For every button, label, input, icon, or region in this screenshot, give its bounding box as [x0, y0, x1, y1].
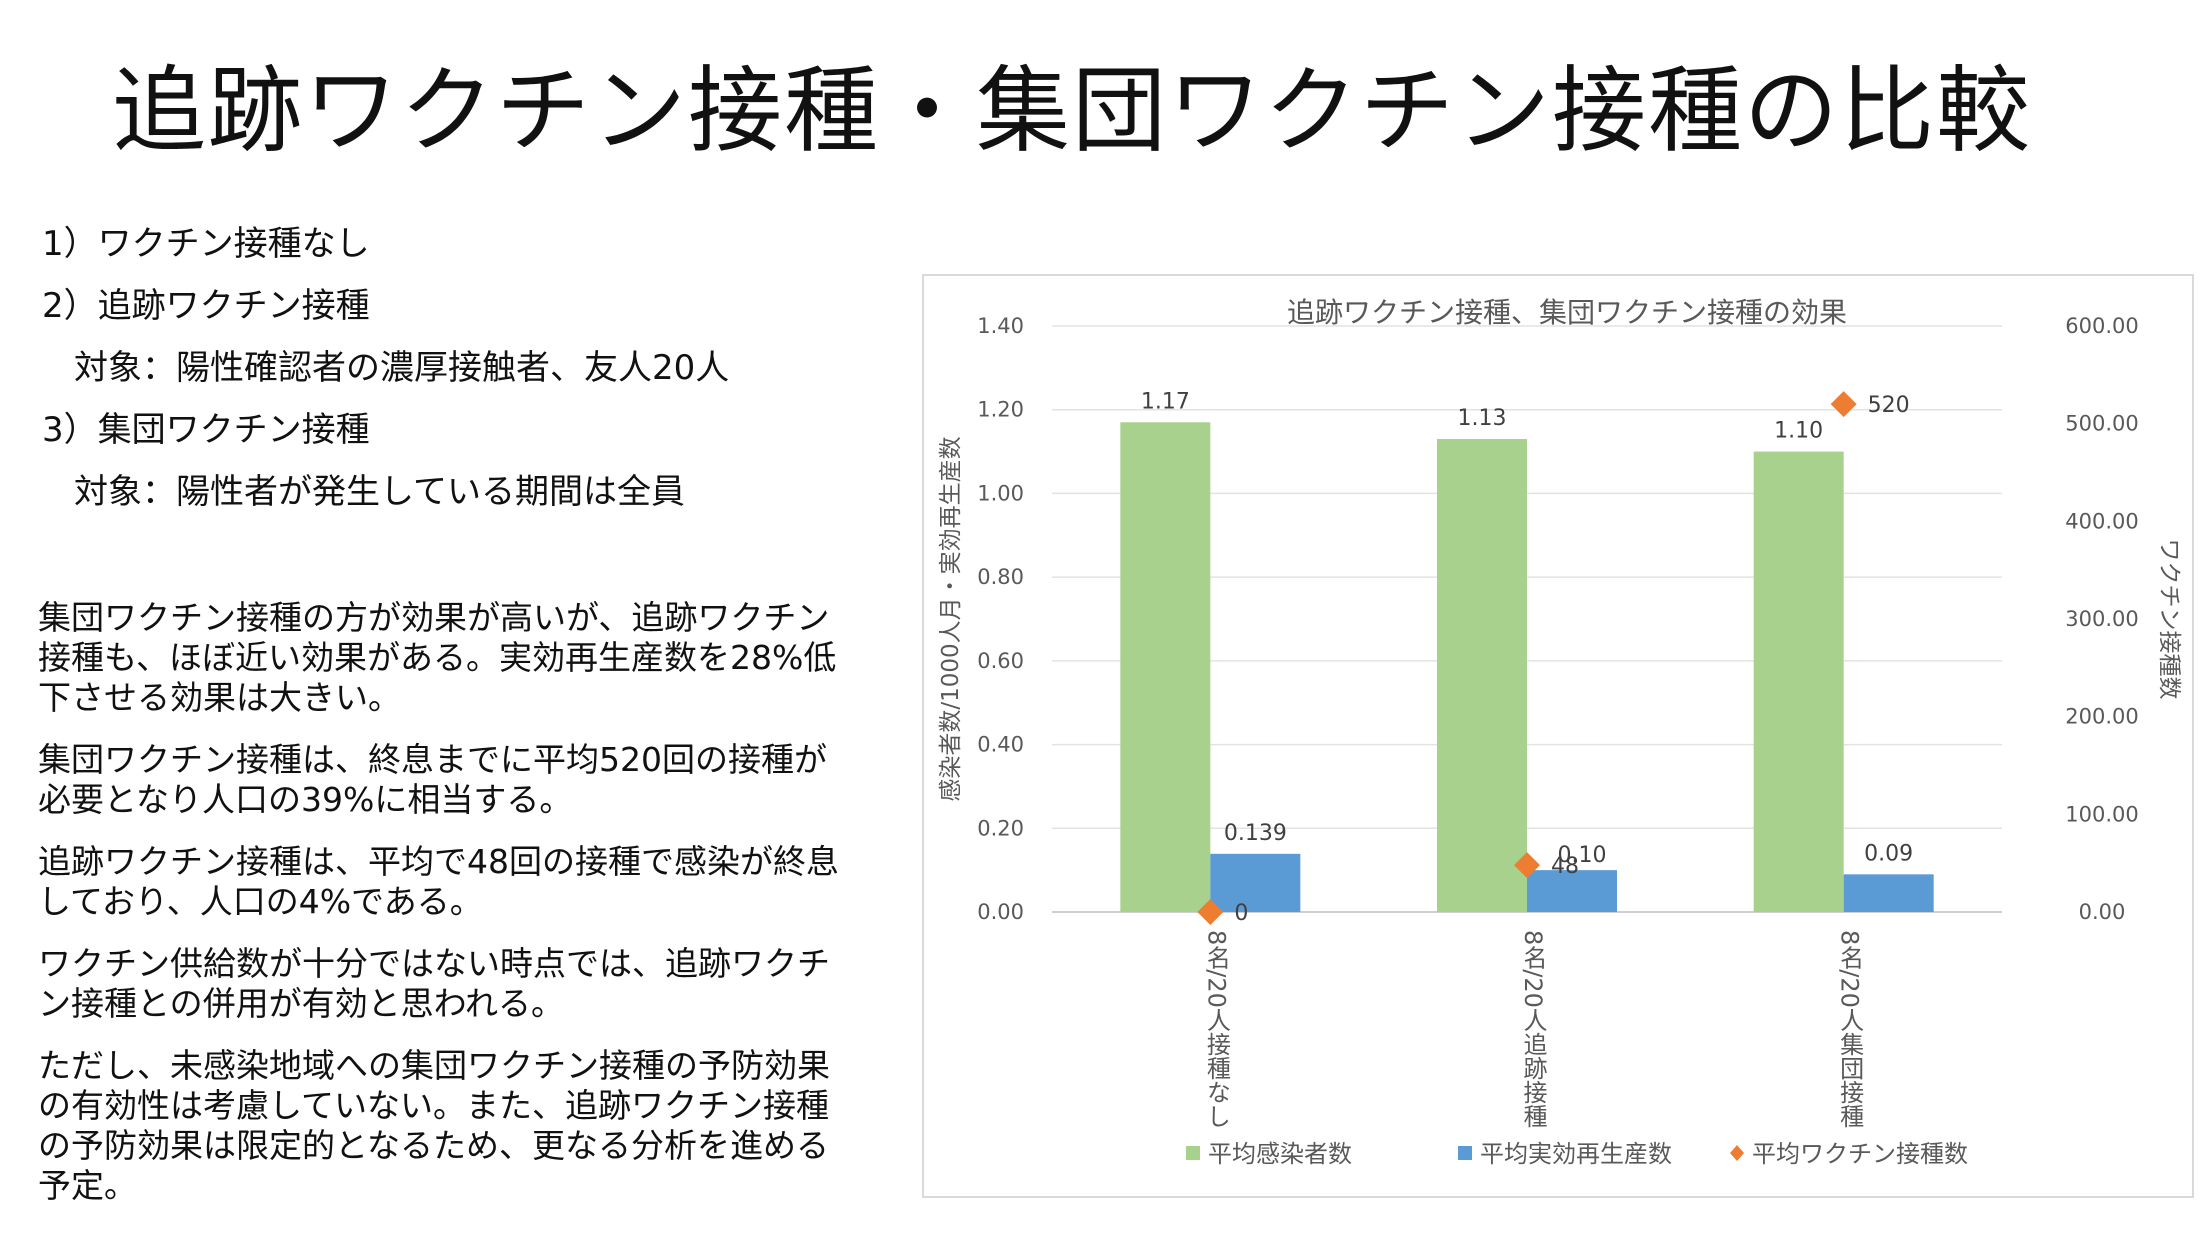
bar-reproduction: [1527, 870, 1617, 912]
y-tick-label: 0.20: [977, 816, 1024, 840]
category-label: 8名/20人追跡接種: [1519, 930, 1547, 1128]
bar-infections: [1120, 422, 1211, 912]
marker-vaccinations: [1830, 391, 1857, 418]
legend-label: 平均ワクチン接種数: [1752, 1140, 1968, 1168]
slide-title: 追跡ワクチン接種・集団ワクチン接種の比較: [112, 57, 2033, 166]
marker-data-label: 0: [1234, 901, 1248, 926]
bar-infections: [1437, 439, 1527, 912]
bar-reproduction: [1843, 874, 1934, 912]
legend-label: 平均実効再生産数: [1480, 1140, 1672, 1168]
bar-reproduction: [1210, 853, 1301, 912]
bar-data-label: 0.09: [1864, 841, 1913, 866]
chart-svg: 追跡ワクチン接種、集団ワクチン接種の効果 0.00 0.20 0.40 0.60 0.80…: [938, 296, 2182, 1168]
y2-tick-label: 200.00: [2065, 705, 2138, 729]
legend-swatch: [1186, 1146, 1200, 1160]
y2-axis-title: ワクチン接種数: [2156, 539, 2182, 700]
y-tick-label: 1.40: [977, 314, 1024, 338]
marker-vaccinations: [1197, 899, 1224, 925]
bar-data-label: 1.13: [1458, 406, 1507, 431]
note-5: ただし、未感染地域への集団ワクチン接種の予防効果の有効性は考慮していない。また、…: [38, 1046, 830, 1205]
bar-infections: [1753, 451, 1844, 912]
y2-tick-label: 600.00: [2065, 314, 2138, 338]
y-tick-label: 1.20: [977, 398, 1024, 422]
bar-data-label: 0.10: [1558, 843, 1607, 868]
y-tick-label: 0.40: [977, 733, 1024, 757]
chart-container: 追跡ワクチン接種、集団ワクチン接種の効果 0.00 0.20 0.40 0.60 0.80…: [922, 274, 2194, 1198]
note-3: 追跡ワクチン接種は、平均で48回の接種で感染が終息しており、人口の4%である。: [38, 842, 839, 921]
legend-swatch: [1730, 1145, 1744, 1161]
marker-vaccinations: [1514, 852, 1540, 879]
chart-title: 追跡ワクチン接種、集団ワクチン接種の効果: [1287, 296, 1847, 329]
y-tick-label: 0.80: [977, 565, 1024, 589]
note-4: ワクチン供給数が十分ではない時点では、追跡ワクチン接種との併用が有効と思われる。: [38, 944, 830, 1023]
marker-data-label: 48: [1551, 854, 1579, 879]
category-label: 8名/20人接種なし: [1202, 930, 1230, 1128]
legend-swatch: [1458, 1146, 1472, 1160]
bar-data-label: 1.10: [1774, 419, 1823, 444]
y2-tick-label: 100.00: [2065, 802, 2138, 826]
legend-label: 平均感染者数: [1208, 1140, 1352, 1168]
condition-2-target: 対象：陽性確認者の濃厚接触者、友人20人: [74, 348, 730, 388]
bar-data-label: 1.17: [1141, 389, 1190, 414]
y-axis-title: 感染者数/1000人月・実効再生産数: [938, 436, 964, 801]
marker-data-label: 520: [1868, 393, 1910, 418]
condition-3-target: 対象：陽性者が発生している期間は全員: [74, 472, 685, 512]
y2-tick-label: 500.00: [2065, 412, 2138, 436]
y-tick-label: 1.00: [977, 481, 1024, 505]
y-tick-label: 0.60: [977, 649, 1024, 673]
y2-tick-label: 400.00: [2065, 509, 2138, 533]
condition-2: 2）追跡ワクチン接種: [42, 286, 370, 326]
category-label: 8名/20人集団接種: [1836, 930, 1864, 1128]
y2-tick-label: 0.00: [2079, 900, 2126, 924]
note-2: 集団ワクチン接種は、終息までに平均520回の接種が必要となり人口の39%に相当す…: [38, 740, 827, 819]
y2-tick-label: 300.00: [2065, 607, 2138, 631]
bar-data-label: 0.139: [1224, 821, 1287, 846]
notes: 集団ワクチン接種の方が効果が高いが、追跡ワクチン接種も、ほぼ近い効果がある。実効…: [38, 598, 858, 1228]
condition-3: 3）集団ワクチン接種: [42, 410, 370, 450]
y-tick-label: 0.00: [977, 900, 1024, 924]
note-1: 集団ワクチン接種の方が効果が高いが、追跡ワクチン接種も、ほぼ近い効果がある。実効…: [38, 598, 837, 717]
condition-1: 1）ワクチン接種なし: [42, 224, 370, 264]
